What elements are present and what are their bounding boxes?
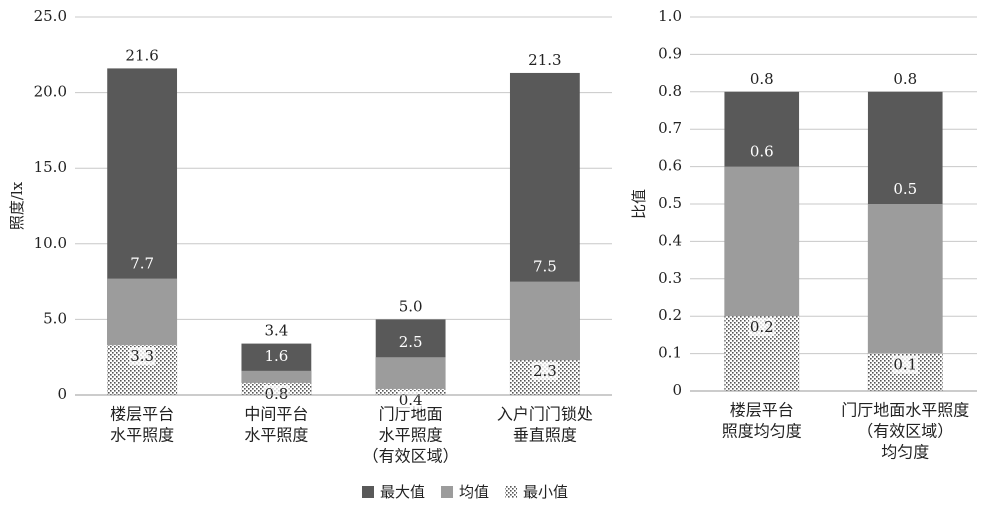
x-tick-label: 入户门门锁处 [497, 405, 593, 424]
y-tick-label: 0.6 [658, 157, 682, 175]
x-tick-label: （有效区域） [363, 447, 459, 466]
y-tick-label: 25.0 [34, 7, 67, 25]
y-tick-label: 0.3 [658, 269, 682, 287]
value-label: 5.0 [399, 297, 423, 315]
legend-label: 均值 [459, 483, 489, 501]
y-tick-label: 0.1 [658, 344, 682, 362]
legend-swatch [441, 486, 454, 498]
value-label: 3.3 [130, 347, 154, 365]
y-tick-label: 5.0 [43, 309, 67, 327]
value-label: 0.8 [264, 385, 288, 403]
x-tick-label: 照度均匀度 [722, 422, 802, 441]
x-tick-label: 楼层平台 [110, 405, 174, 424]
value-label-bg [892, 355, 919, 374]
value-label: 0.2 [750, 318, 774, 336]
y-tick-label: 0 [57, 385, 67, 403]
value-label-bg [263, 384, 290, 403]
y-axis-label: 照度/lx [8, 181, 26, 230]
value-label: 7.5 [533, 258, 557, 276]
y-tick-label: 10.0 [34, 234, 67, 252]
x-tick-label: （有效区域） [857, 422, 953, 441]
y-tick-label: 0.8 [658, 82, 682, 100]
x-tick-label: 水平照度 [110, 426, 174, 445]
value-label: 0.6 [750, 143, 774, 161]
y-tick-label: 0.5 [658, 194, 682, 212]
y-axis-label: 比值 [630, 189, 648, 219]
value-label: 0.5 [893, 180, 917, 198]
y-tick-label: 0.7 [658, 119, 682, 137]
value-label: 0.4 [399, 391, 423, 409]
value-label: 0.8 [893, 70, 917, 88]
y-tick-label: 15.0 [34, 158, 67, 176]
x-tick-label: 均匀度 [881, 443, 929, 462]
y-tick-label: 0 [672, 381, 682, 399]
x-tick-label: 门厅地面水平照度 [841, 401, 969, 420]
value-label: 7.7 [130, 255, 154, 273]
x-tick-label: 楼层平台 [730, 401, 794, 420]
y-tick-label: 0.2 [658, 306, 682, 324]
value-label-bg [129, 347, 156, 366]
x-tick-label: 水平照度 [244, 426, 308, 445]
value-label: 0.1 [893, 356, 917, 374]
legend-label: 最小值 [523, 483, 568, 501]
value-label: 3.4 [264, 322, 288, 340]
value-label: 0.8 [750, 70, 774, 88]
y-tick-label: 20.0 [34, 83, 67, 101]
x-tick-label: 门厅地面 [379, 405, 443, 424]
value-label: 1.6 [264, 347, 288, 365]
x-tick-label: 水平照度 [379, 426, 443, 445]
legend-swatch [505, 486, 518, 498]
y-tick-label: 0.9 [658, 44, 682, 62]
value-label-bg [748, 318, 775, 337]
y-tick-label: 0.4 [658, 231, 682, 249]
value-label-bg [531, 362, 558, 381]
y-tick-label: 1.0 [658, 7, 682, 25]
value-label: 2.5 [399, 333, 423, 351]
value-label: 2.3 [533, 362, 557, 380]
bar [375, 357, 446, 395]
value-label: 21.6 [125, 46, 158, 64]
legend-label: 最大值 [380, 483, 425, 501]
x-tick-label: 中间平台 [244, 405, 308, 424]
x-tick-label: 垂直照度 [513, 426, 577, 445]
legend-swatch [362, 486, 374, 498]
value-label: 21.3 [528, 51, 561, 69]
